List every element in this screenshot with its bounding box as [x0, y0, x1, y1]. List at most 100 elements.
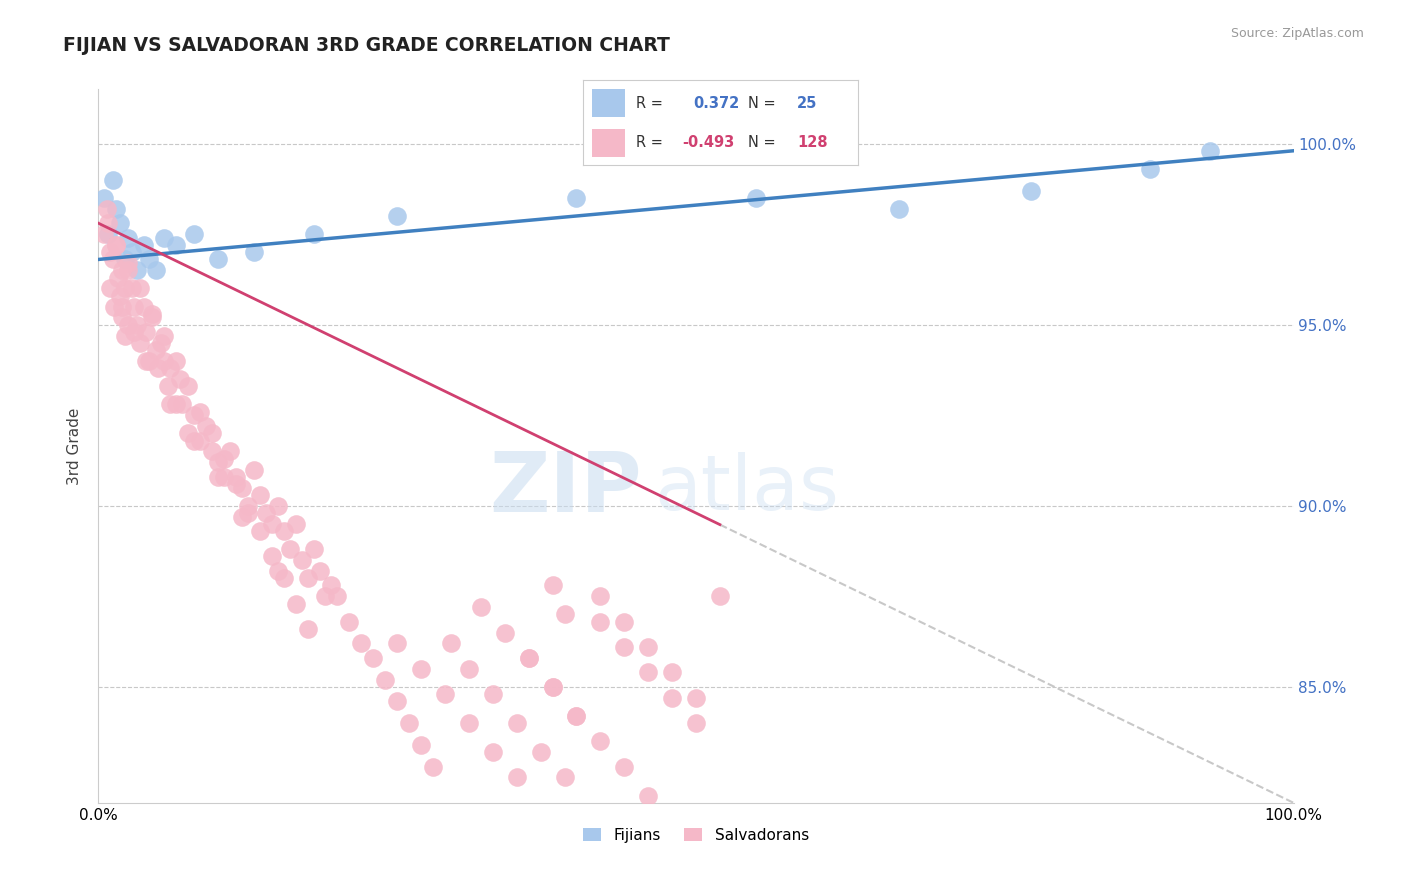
- Point: [481, 687, 505, 701]
- Point: [530, 745, 553, 759]
- Point: [103, 300, 125, 314]
- Text: atlas: atlas: [654, 452, 839, 525]
- Point: [1019, 184, 1042, 198]
- Bar: [592, 128, 624, 157]
- Point: [93, 227, 115, 241]
- Point: [93, 191, 115, 205]
- Point: [132, 300, 155, 314]
- Point: [1199, 144, 1222, 158]
- Point: [267, 499, 290, 513]
- Point: [121, 245, 143, 260]
- Point: [129, 335, 152, 350]
- Point: [589, 734, 612, 748]
- Point: [212, 470, 235, 484]
- Point: [385, 209, 409, 223]
- Text: ZIP: ZIP: [489, 449, 643, 529]
- Point: [308, 564, 330, 578]
- Point: [105, 202, 128, 216]
- Text: FIJIAN VS SALVADORAN 3RD GRADE CORRELATION CHART: FIJIAN VS SALVADORAN 3RD GRADE CORRELATI…: [63, 36, 671, 54]
- Point: [613, 615, 636, 629]
- Point: [183, 408, 205, 422]
- Point: [321, 578, 343, 592]
- Point: [97, 227, 120, 241]
- Point: [117, 263, 139, 277]
- Point: [470, 600, 492, 615]
- Point: [212, 451, 235, 466]
- Point: [745, 191, 768, 205]
- Point: [260, 549, 283, 564]
- Point: [661, 665, 683, 680]
- Text: N =: N =: [748, 135, 776, 150]
- Point: [1139, 161, 1161, 176]
- Point: [339, 615, 361, 629]
- Point: [284, 597, 307, 611]
- Point: [108, 216, 131, 230]
- Point: [291, 553, 314, 567]
- Point: [458, 662, 481, 676]
- Point: [117, 230, 139, 244]
- Point: [177, 426, 200, 441]
- Y-axis label: 3rd Grade: 3rd Grade: [67, 408, 83, 484]
- Point: [385, 636, 409, 650]
- Point: [201, 426, 224, 441]
- Point: [637, 640, 659, 654]
- Text: Source: ZipAtlas.com: Source: ZipAtlas.com: [1230, 27, 1364, 40]
- Point: [114, 252, 136, 267]
- Point: [350, 636, 373, 650]
- Point: [589, 590, 612, 604]
- Point: [177, 379, 200, 393]
- Point: [129, 281, 152, 295]
- Point: [207, 455, 229, 469]
- Point: [141, 307, 163, 321]
- Point: [138, 252, 160, 267]
- Point: [506, 716, 529, 731]
- Point: [125, 263, 148, 277]
- Point: [153, 230, 176, 244]
- Text: -0.493: -0.493: [682, 135, 734, 150]
- Point: [613, 640, 636, 654]
- Point: [637, 789, 659, 803]
- Point: [108, 288, 131, 302]
- Point: [685, 716, 707, 731]
- Point: [565, 709, 588, 723]
- Point: [541, 680, 564, 694]
- Point: [302, 227, 325, 241]
- Point: [284, 516, 307, 531]
- Point: [138, 354, 160, 368]
- Point: [249, 488, 271, 502]
- Point: [494, 625, 516, 640]
- Point: [661, 690, 683, 705]
- Point: [517, 651, 540, 665]
- Point: [121, 281, 143, 295]
- Point: [135, 354, 157, 368]
- Point: [231, 509, 253, 524]
- Text: N =: N =: [748, 95, 776, 111]
- Point: [125, 318, 148, 332]
- Point: [434, 687, 457, 701]
- Point: [97, 216, 120, 230]
- Text: 128: 128: [797, 135, 828, 150]
- Point: [297, 622, 319, 636]
- Point: [117, 256, 139, 270]
- Point: [273, 571, 295, 585]
- Point: [153, 328, 176, 343]
- Point: [565, 709, 588, 723]
- Point: [98, 281, 122, 295]
- Point: [149, 335, 172, 350]
- Point: [243, 245, 266, 260]
- Point: [101, 252, 124, 267]
- Point: [565, 191, 588, 205]
- Point: [278, 542, 301, 557]
- Point: [172, 397, 194, 411]
- Point: [517, 651, 540, 665]
- Point: [260, 516, 283, 531]
- Point: [589, 615, 612, 629]
- Text: 0.372: 0.372: [693, 95, 740, 111]
- Point: [541, 680, 564, 694]
- Point: [297, 571, 319, 585]
- Point: [107, 270, 129, 285]
- Point: [422, 759, 444, 773]
- Point: [363, 651, 385, 665]
- Point: [374, 673, 396, 687]
- Point: [159, 361, 181, 376]
